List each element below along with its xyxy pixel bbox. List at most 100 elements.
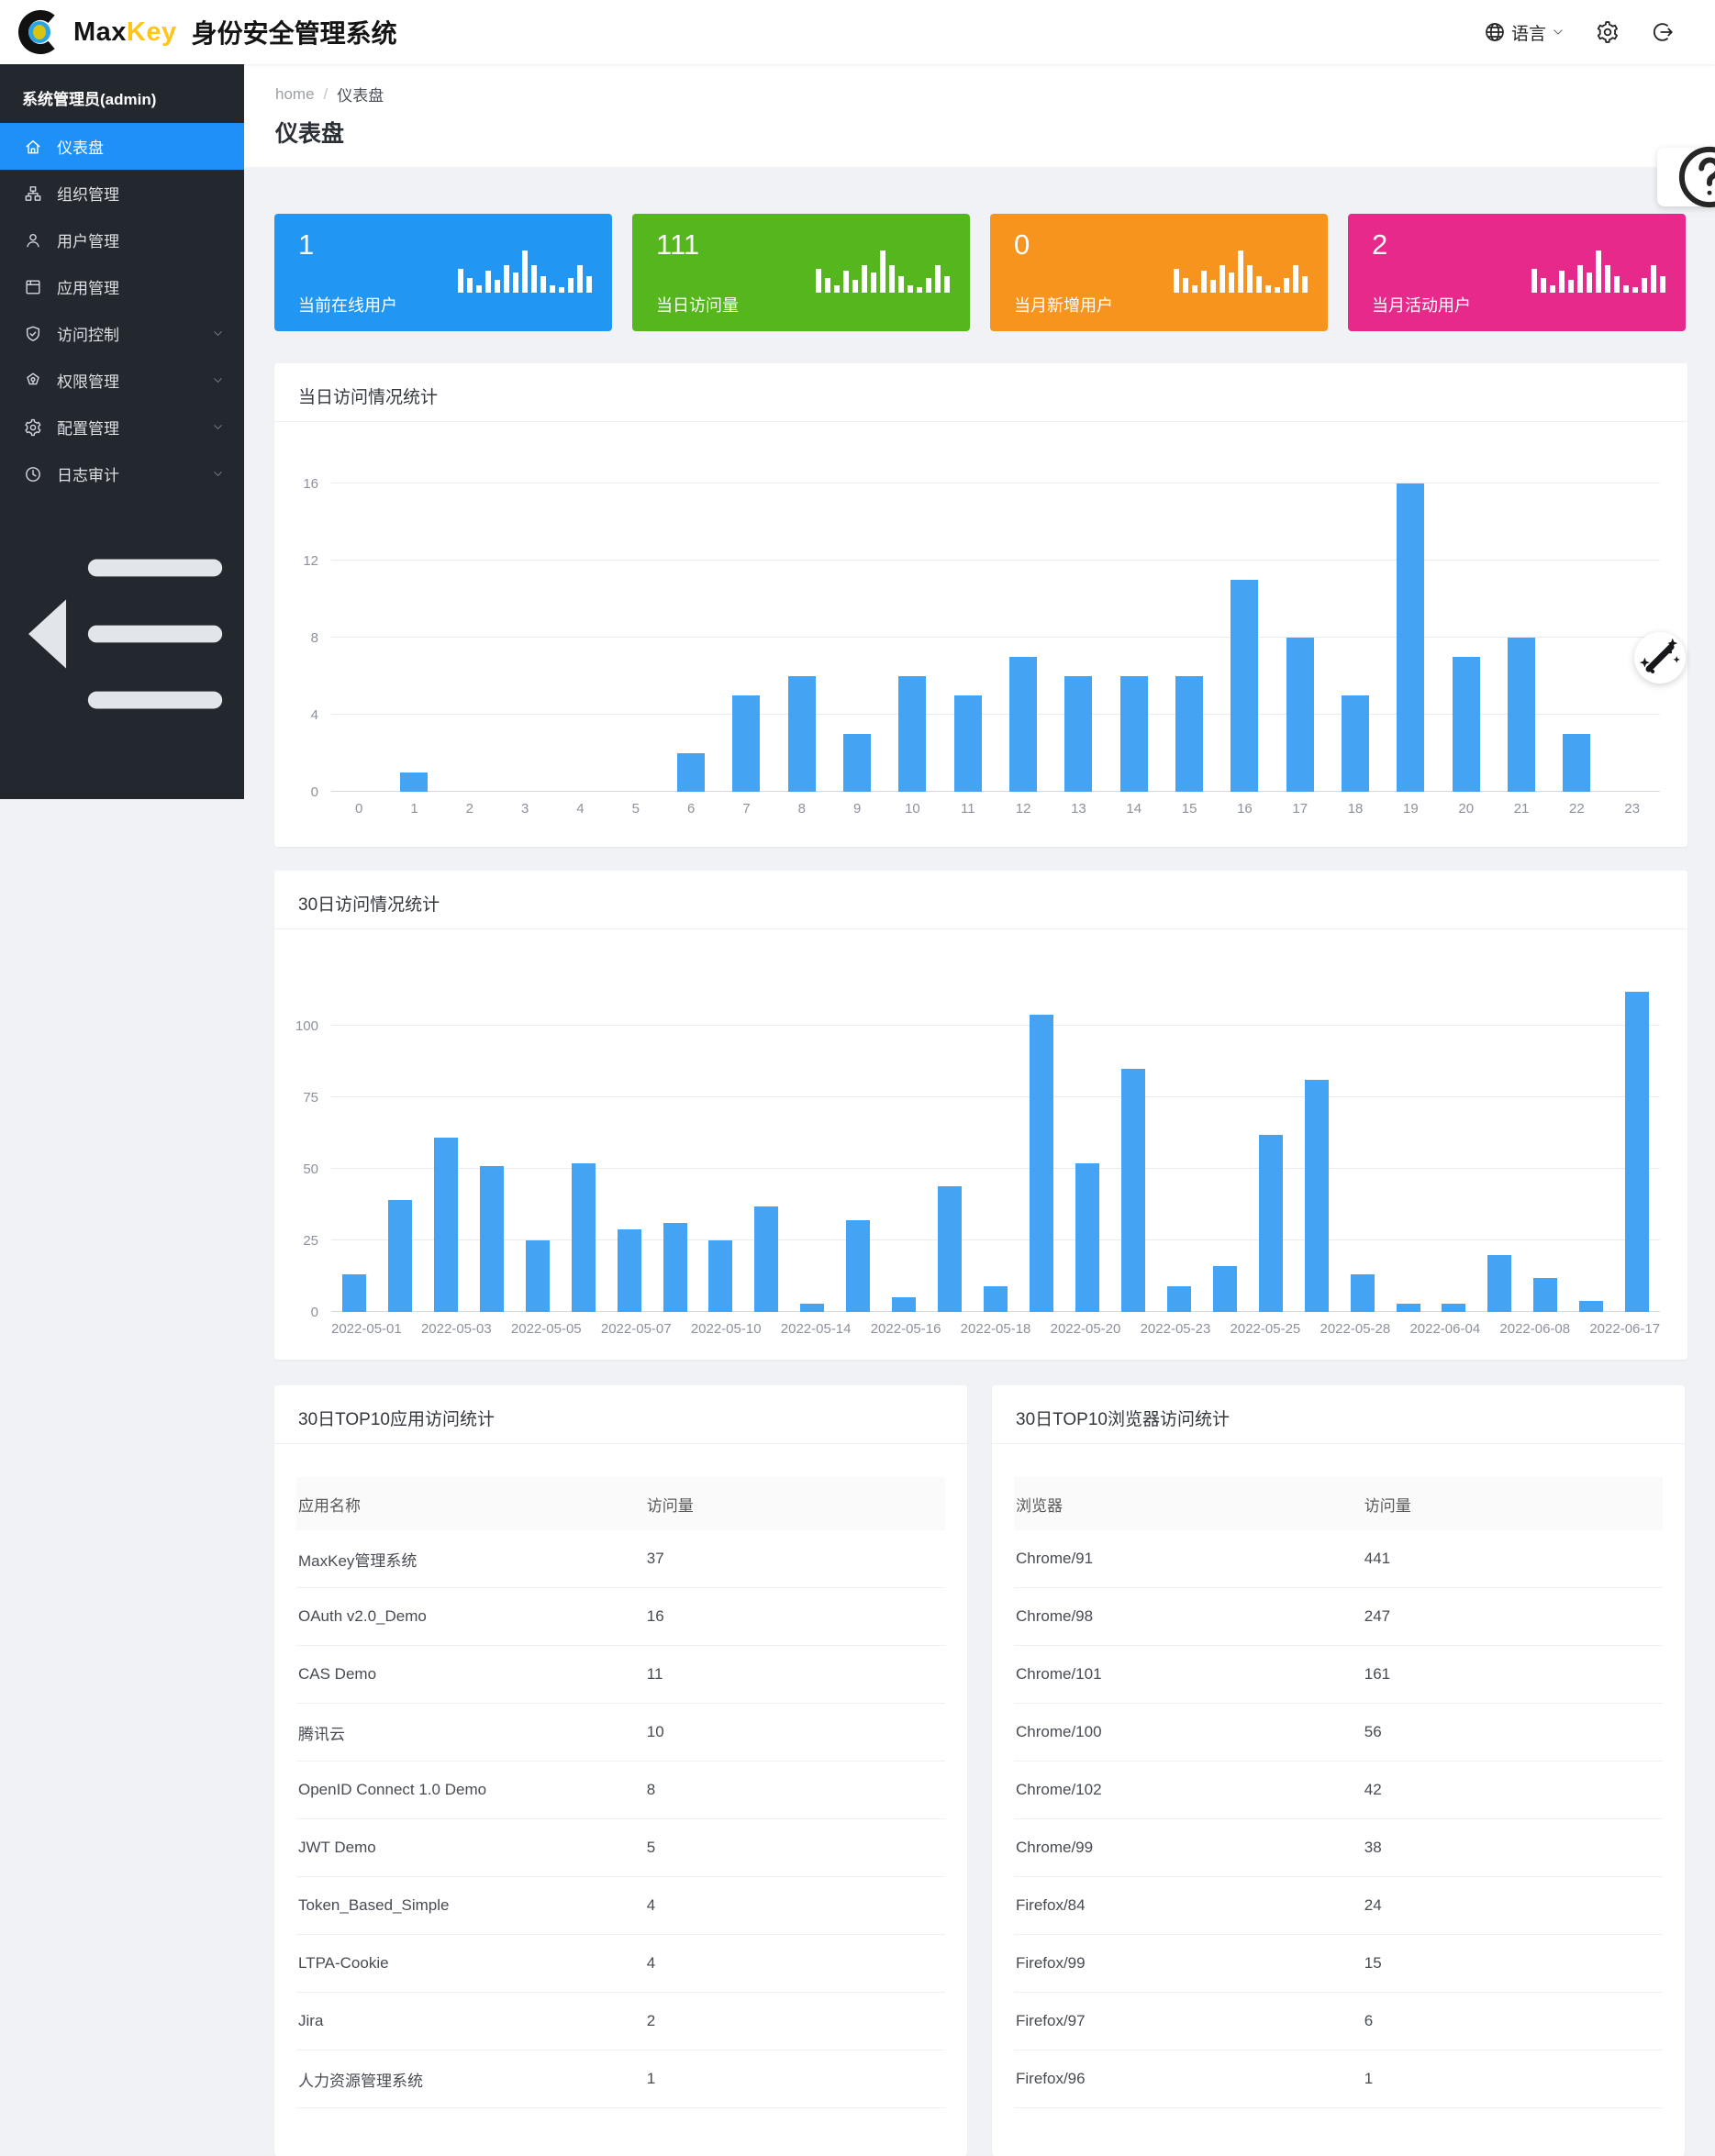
column-header: 访问量 (1364, 1496, 1411, 1515)
cell-name: Firefox/99 (1016, 1954, 1086, 1972)
bar (1231, 580, 1259, 792)
table-row: Firefox/97 6 (1014, 1993, 1663, 2050)
magic-wand-button[interactable] (1634, 632, 1686, 683)
bar-slot (830, 734, 885, 792)
bar (1579, 1300, 1604, 1312)
question-circle-icon (1657, 139, 1715, 216)
sidebar-item-3[interactable]: 用户管理 (0, 217, 244, 263)
chevron-down-icon (212, 374, 224, 386)
bar (387, 1200, 412, 1312)
logout-icon[interactable] (1651, 20, 1675, 44)
bar-slot (663, 753, 718, 792)
help-button[interactable] (1657, 146, 1715, 208)
cell-name: Chrome/102 (1016, 1781, 1102, 1798)
x-axis-tick-label: 5 (631, 801, 640, 817)
bar-slot (331, 1274, 377, 1312)
sidebar-collapse-button[interactable] (0, 512, 244, 756)
language-menu[interactable]: 语言 (1484, 20, 1565, 45)
x-axis-tick-label (852, 1321, 871, 1337)
table-row: OpenID Connect 1.0 Demo 8 (296, 1761, 945, 1819)
sidebar-item-2[interactable]: 组织管理 (0, 170, 244, 217)
bar (1508, 638, 1536, 792)
x-axis-tick-label (582, 1321, 601, 1337)
sidebar-item-8[interactable]: 日志审计 (0, 450, 244, 497)
cell-count: 1 (646, 2070, 656, 2087)
chevron-down-icon (1552, 26, 1565, 39)
bar (479, 1165, 504, 1312)
bar-slot (1273, 638, 1328, 792)
bar-slot (386, 772, 441, 792)
table-row: CAS Demo 11 (296, 1646, 945, 1704)
cell-count: 37 (646, 1550, 664, 1567)
mini-bar-chart-icon (1174, 247, 1308, 293)
sidebar-item-label: 应用管理 (57, 280, 119, 297)
breadcrumb-separator: / (323, 84, 329, 103)
bar-slot (1614, 991, 1660, 1312)
table-row: Chrome/100 56 (1014, 1704, 1663, 1761)
app-header: MaxKey 身份安全管理系统 语言 (0, 0, 1715, 64)
hourly-visits-bar-chart: 0 4 8 12 16 0 1 2 3 4 5 6 7 8 9 10 11 12 13 14 15 16 17 18 19 20 2… (274, 422, 1687, 817)
table-row: 腾讯云 10 (296, 1704, 945, 1761)
gear-icon[interactable] (1596, 20, 1620, 44)
cell-name: Token_Based_Simple (298, 1896, 450, 1914)
cell-count: 4 (646, 1954, 656, 1972)
table-row: MaxKey管理系统 37 (296, 1530, 945, 1588)
x-axis-tick-label (492, 1321, 511, 1337)
stat-value: 2 (1372, 228, 1388, 261)
bar-slot (1294, 1080, 1340, 1312)
x-axis-tick-label: 7 (742, 801, 751, 817)
table-row: LTPA-Cookie 4 (296, 1935, 945, 1993)
cell-count: 441 (1364, 1550, 1391, 1567)
language-label: 语言 (1510, 24, 1546, 44)
bar-slot (1549, 734, 1604, 792)
table-row: Firefox/99 15 (1014, 1935, 1663, 1993)
sidebar-item-6[interactable]: 权限管理 (0, 357, 244, 404)
cell-count: 6 (1364, 2012, 1374, 2029)
table-row: JWT Demo 5 (296, 1819, 945, 1877)
x-axis-tick-label: 2022-05-16 (870, 1321, 941, 1337)
sidebar-item-5[interactable]: 访问控制 (0, 310, 244, 357)
x-axis-tick-label: 21 (1513, 801, 1530, 817)
gridline (331, 1239, 1660, 1240)
brand-product-title: 身份安全管理系统 (191, 19, 397, 48)
sidebar-item-4[interactable]: 应用管理 (0, 263, 244, 310)
bar (846, 1220, 871, 1312)
bar (732, 695, 761, 792)
y-axis-tick-label: 25 (303, 1233, 318, 1249)
x-axis-tick-label: 3 (520, 801, 529, 817)
config-icon (24, 418, 42, 437)
bar (708, 1240, 733, 1312)
bar (1533, 1277, 1558, 1312)
x-axis-tick-label: 2022-06-17 (1589, 1321, 1661, 1337)
cell-name: LTPA-Cookie (298, 1954, 389, 1972)
bar-slot (1202, 1266, 1248, 1312)
top10-browsers-table: 浏览器 访问量 Chrome/91 441 Chrome/98 247 Chrome/101… (1014, 1477, 1663, 2108)
maxkey-logo-icon (18, 9, 55, 54)
x-axis-tick-label: 13 (1071, 801, 1086, 817)
breadcrumb-home-link[interactable]: home (275, 84, 315, 103)
globe-icon (1484, 21, 1506, 43)
bar (1009, 657, 1038, 792)
chart-title: 30日访问情况统计 (274, 871, 1687, 929)
x-axis-tick-label: 14 (1126, 801, 1142, 817)
gridline (331, 637, 1660, 638)
x-axis-tick-label: 20 (1458, 801, 1475, 817)
stat-label: 当月活动用户 (1372, 296, 1471, 315)
bar-slot (1156, 1285, 1202, 1312)
bar-slot (469, 1165, 515, 1312)
y-axis-tick-label: 4 (310, 707, 318, 723)
bar-slot (515, 1240, 561, 1312)
cell-count: 247 (1364, 1607, 1391, 1625)
bar-slot (1386, 1303, 1431, 1312)
table-title: 30日TOP10浏览器访问统计 (992, 1385, 1685, 1444)
x-axis-tick-label: 16 (1237, 801, 1253, 817)
cell-name: Chrome/99 (1016, 1839, 1094, 1856)
bar-slot (789, 1303, 835, 1312)
table-row: 人力资源管理系统 1 (296, 2050, 945, 2108)
sidebar-item-7[interactable]: 配置管理 (0, 404, 244, 450)
x-axis-tick-label: 2022-05-28 (1320, 1321, 1391, 1337)
table-header-row: 浏览器 访问量 (1014, 1477, 1663, 1530)
sidebar-item-1[interactable]: 仪表盘 (0, 123, 244, 170)
bar (1563, 734, 1591, 792)
y-axis-tick-label: 100 (295, 1018, 318, 1034)
